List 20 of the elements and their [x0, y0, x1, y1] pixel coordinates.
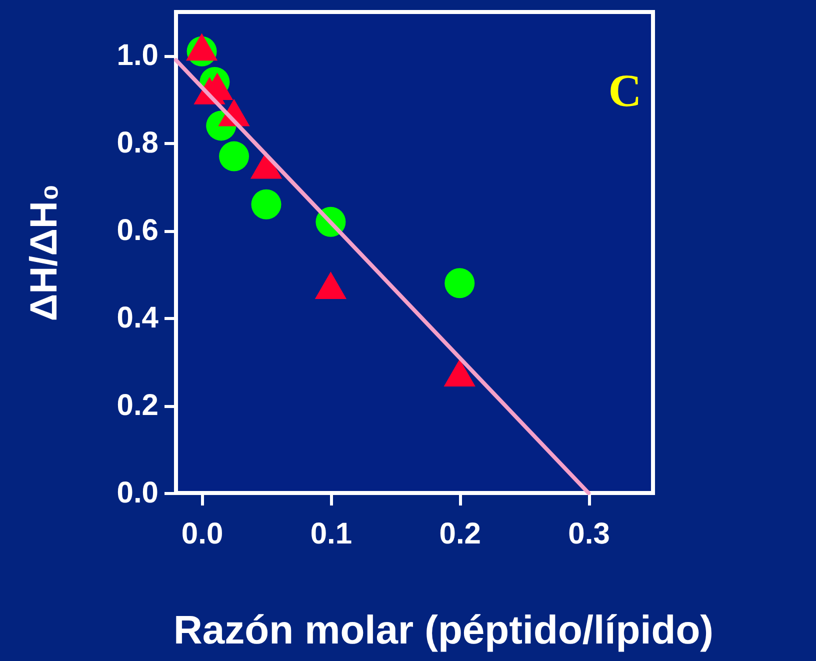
y-tick-label: 0.2	[116, 389, 158, 422]
point	[251, 189, 282, 220]
x-axis-title: Razón molar (péptido/lípido)	[174, 608, 714, 652]
point	[219, 141, 250, 172]
x-tick-label: 0.0	[181, 518, 224, 550]
y-tick-label: 1.0	[116, 39, 158, 72]
point	[250, 151, 282, 179]
annotation: C	[608, 65, 642, 116]
point	[444, 268, 475, 298]
point	[314, 272, 347, 299]
y-tick-label: 0.4	[116, 302, 159, 335]
x-tick-label: 0.2	[439, 518, 481, 550]
point	[186, 33, 218, 61]
y-tick-label: 0.0	[116, 476, 158, 510]
x-tick-label: 0.1	[310, 518, 352, 550]
x-tick-label: 0.3	[568, 518, 610, 550]
y-tick-label: 0.6	[116, 214, 158, 248]
point	[444, 359, 476, 386]
y-axis-title: ΔH/ΔH₀	[24, 184, 66, 322]
y-tick-label: 0.8	[116, 126, 158, 160]
